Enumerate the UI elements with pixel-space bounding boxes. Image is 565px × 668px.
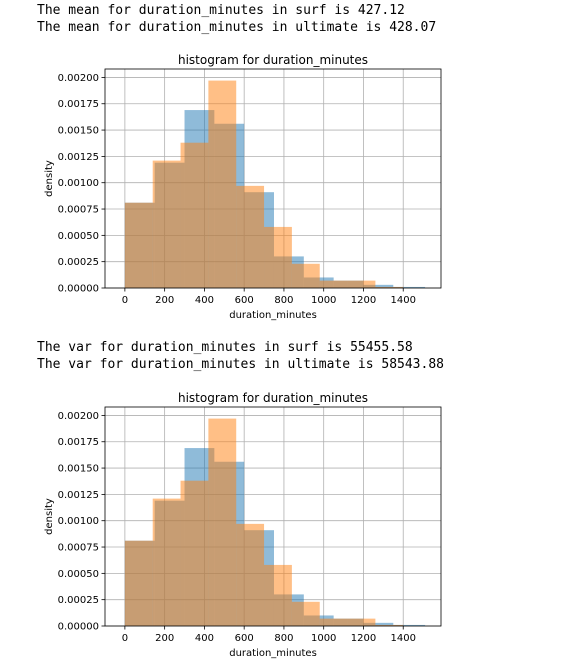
- histogram-bar-series-1: [375, 286, 404, 288]
- histogram-bar-series-1: [236, 523, 265, 626]
- x-tick-label: 800: [274, 633, 293, 644]
- y-tick-label: 0.00000: [58, 622, 99, 633]
- y-tick-label: 0.00025: [58, 595, 99, 606]
- chart-title: histogram for duration_minutes: [178, 53, 368, 67]
- y-tick-label: 0.00200: [58, 73, 99, 84]
- histogram-bar-series-0: [363, 284, 394, 288]
- y-tick-label: 0.00075: [58, 543, 99, 554]
- histogram-bar-series-0: [393, 286, 426, 288]
- x-axis-label: duration_minutes: [229, 648, 317, 659]
- y-tick-label: 0.00050: [58, 231, 99, 242]
- y-tick-label: 0.00075: [58, 205, 99, 216]
- mean-output-ultimate: The mean for duration_minutes in ultimat…: [37, 20, 437, 35]
- y-tick-label: 0.00175: [58, 437, 99, 448]
- histogram-bar-series-1: [347, 618, 376, 626]
- y-tick-label: 0.00125: [58, 490, 99, 501]
- x-tick-label: 0: [122, 295, 128, 306]
- y-axis-label: density: [44, 160, 55, 197]
- x-tick-label: 400: [195, 295, 214, 306]
- x-tick-label: 1400: [390, 295, 415, 306]
- x-tick-label: 1400: [390, 633, 415, 644]
- histogram-bar-series-1: [291, 601, 320, 626]
- mean-output-surf: The mean for duration_minutes in surf is…: [37, 3, 405, 18]
- x-tick-label: 800: [274, 295, 293, 306]
- y-tick-label: 0.00050: [58, 569, 99, 580]
- x-tick-label: 200: [155, 633, 174, 644]
- y-tick-label: 0.00175: [58, 99, 99, 110]
- y-tick-label: 0.00025: [58, 257, 99, 268]
- x-tick-label: 600: [235, 295, 254, 306]
- x-tick-label: 600: [235, 633, 254, 644]
- y-tick-label: 0.00150: [58, 464, 99, 475]
- histogram-bar-series-0: [393, 624, 426, 626]
- y-tick-label: 0.00100: [58, 516, 99, 527]
- y-tick-label: 0.00125: [58, 152, 99, 163]
- histogram-bar-series-1: [319, 280, 348, 288]
- y-axis-label: density: [44, 498, 55, 535]
- y-tick-label: 0.00150: [58, 126, 99, 137]
- x-tick-label: 1200: [351, 295, 376, 306]
- histogram-bar-series-1: [236, 185, 265, 288]
- x-tick-label: 1000: [311, 633, 336, 644]
- histogram-bar-series-1: [375, 624, 404, 626]
- histogram-bar-series-1: [264, 226, 292, 288]
- y-tick-label: 0.00100: [58, 178, 99, 189]
- histogram-bar-series-0: [363, 622, 394, 626]
- histogram-bar-series-1: [291, 263, 320, 288]
- x-tick-label: 0: [122, 633, 128, 644]
- plot-frame: [104, 68, 442, 289]
- histogram-bar-series-1: [347, 280, 376, 288]
- histogram-bar-series-1: [124, 202, 153, 288]
- x-tick-label: 1200: [351, 633, 376, 644]
- histogram-bar-series-1: [319, 618, 348, 626]
- y-tick-label: 0.00000: [58, 284, 99, 295]
- var-output-surf: The var for duration_minutes in surf is …: [37, 340, 413, 355]
- x-tick-label: 400: [195, 633, 214, 644]
- histogram-bar-series-1: [152, 498, 181, 626]
- histogram-bar-series-1: [208, 418, 237, 626]
- plot-frame: [104, 406, 442, 627]
- histogram-chart-var: 0 200 400 600 800 1000 1200 1400 0.00000 0.00025 0…: [44, 391, 442, 659]
- histogram-bar-series-1: [124, 540, 153, 626]
- histogram-bar-series-1: [152, 160, 181, 288]
- x-tick-label: 200: [155, 295, 174, 306]
- chart-title: histogram for duration_minutes: [178, 391, 368, 405]
- histogram-chart-mean: 0 200 400 600 800 1000 1200 1400 0.00000 0.00025 0…: [44, 53, 442, 321]
- histogram-bar-series-1: [208, 80, 237, 288]
- var-output-ultimate: The var for duration_minutes in ultimate…: [37, 357, 444, 372]
- x-axis-label: duration_minutes: [229, 310, 317, 321]
- histogram-bar-series-1: [180, 480, 209, 626]
- histogram-bar-series-1: [180, 142, 209, 288]
- histogram-bar-series-1: [264, 564, 292, 626]
- y-tick-label: 0.00200: [58, 411, 99, 422]
- x-tick-label: 1000: [311, 295, 336, 306]
